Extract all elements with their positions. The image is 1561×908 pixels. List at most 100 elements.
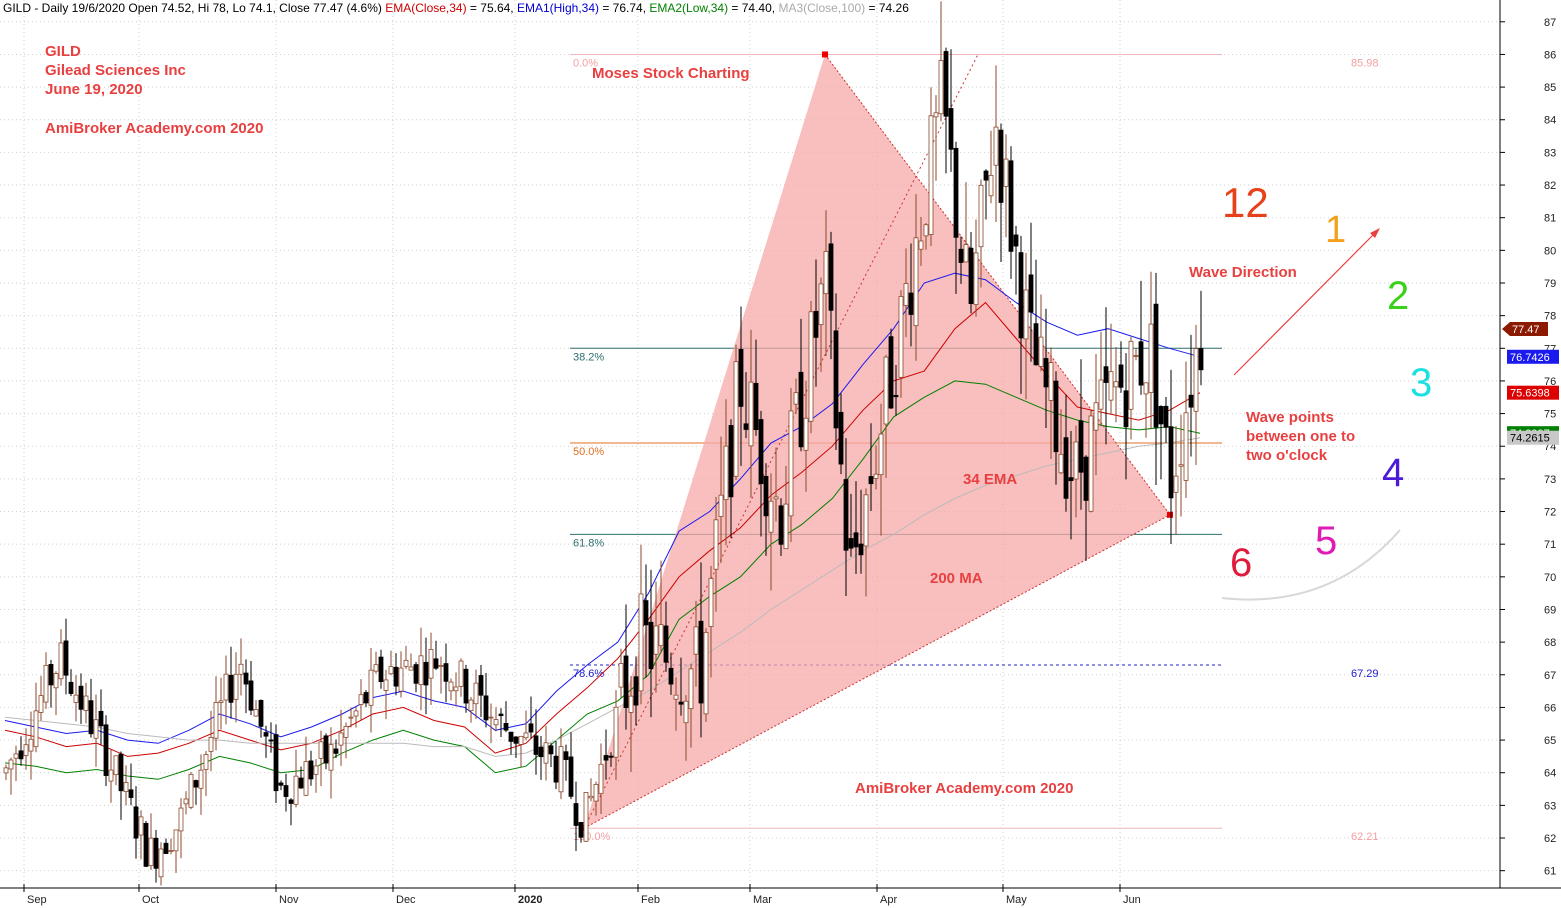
header-segment: GILD - Daily 19/6/2020 Open 74.52, Hi 78… xyxy=(3,1,385,15)
header-segment: = 74.26 xyxy=(865,1,909,15)
candle xyxy=(238,638,244,696)
candle xyxy=(838,393,844,475)
candle xyxy=(733,344,739,480)
candle xyxy=(778,498,784,556)
candle xyxy=(618,648,624,699)
candle xyxy=(773,447,779,522)
price-badge: 76.7426 xyxy=(1507,349,1559,364)
y-tick-label: 85 xyxy=(1544,82,1556,94)
candle xyxy=(628,676,634,773)
candle xyxy=(88,678,94,738)
fib-level-price: 67.29 xyxy=(1351,668,1379,680)
candle xyxy=(13,745,19,782)
candle xyxy=(668,652,674,695)
candle xyxy=(1188,334,1194,457)
candle xyxy=(488,703,494,744)
candle xyxy=(293,749,299,808)
candle xyxy=(1103,307,1109,445)
candle xyxy=(468,697,474,723)
candle xyxy=(808,300,814,434)
candle xyxy=(1043,308,1049,428)
candle xyxy=(358,679,364,720)
candle xyxy=(1083,455,1089,561)
candle xyxy=(123,765,129,806)
candle xyxy=(633,656,639,726)
candle xyxy=(528,696,534,739)
candle xyxy=(738,306,744,466)
header-segment: EMA2(Low,34) xyxy=(649,1,728,15)
pattern-pivot xyxy=(1167,511,1173,518)
candle xyxy=(1198,290,1204,386)
candle xyxy=(153,830,159,883)
candle xyxy=(253,700,259,717)
candle xyxy=(433,640,439,671)
candle xyxy=(363,689,369,708)
candle xyxy=(698,562,704,738)
candle xyxy=(588,778,594,802)
clock-numeral: 6 xyxy=(1230,541,1252,585)
candle xyxy=(1088,409,1094,513)
price-badge: 75.6398 xyxy=(1507,385,1559,400)
candle xyxy=(753,339,759,436)
pattern-edge xyxy=(583,514,1171,829)
candle xyxy=(993,65,999,223)
header-segment: = 76.74, xyxy=(599,1,649,15)
candle xyxy=(608,752,614,767)
candle xyxy=(388,650,394,676)
candle xyxy=(338,709,344,766)
fib-level-price: 62.21 xyxy=(1351,831,1379,843)
y-tick-label: 70 xyxy=(1544,572,1556,584)
candle xyxy=(1113,347,1119,423)
candle xyxy=(558,728,564,800)
candle xyxy=(333,739,339,759)
wave-points-line2: between one to xyxy=(1246,428,1355,445)
candle xyxy=(498,708,504,738)
candle xyxy=(203,751,209,797)
clock-numeral: 4 xyxy=(1382,451,1404,495)
candle xyxy=(303,736,309,797)
candle xyxy=(248,661,254,716)
candle xyxy=(458,658,464,697)
x-tick-label: 2020 xyxy=(518,894,542,906)
candle xyxy=(943,47,949,174)
candle xyxy=(173,829,179,874)
candle xyxy=(1068,431,1074,540)
candle xyxy=(1058,409,1064,475)
x-tick-label: Dec xyxy=(396,894,416,906)
y-tick-label: 63 xyxy=(1544,800,1556,812)
candle xyxy=(398,651,404,698)
candle xyxy=(823,210,829,357)
candle xyxy=(678,657,684,716)
candle xyxy=(978,179,984,288)
candle xyxy=(178,798,184,859)
candle xyxy=(143,820,149,867)
y-tick-label: 64 xyxy=(1544,768,1556,780)
candle xyxy=(803,380,809,492)
candle xyxy=(973,219,979,317)
candle xyxy=(1168,369,1174,545)
wave-points-line3: two o'clock xyxy=(1246,447,1328,464)
candle xyxy=(893,365,899,416)
candle xyxy=(768,473,774,591)
x-axis: Sep Oct Nov Dec 2020 Feb Mar Apr May Jun xyxy=(23,884,1141,906)
candle xyxy=(948,49,954,172)
candle xyxy=(953,141,959,294)
candle xyxy=(443,643,449,703)
y-tick-label: 84 xyxy=(1544,115,1556,127)
y-tick-label: 72 xyxy=(1544,507,1556,519)
candle xyxy=(853,481,859,575)
candle xyxy=(58,629,64,686)
candle xyxy=(813,259,819,387)
candle xyxy=(908,243,914,347)
indicator-line xyxy=(4,437,1201,757)
fib-level-pct: 50.0% xyxy=(573,446,604,458)
x-tick-label: Apr xyxy=(880,894,897,906)
candle xyxy=(428,632,434,706)
candle xyxy=(193,779,199,805)
candle xyxy=(378,649,384,689)
candlestick-series xyxy=(3,1,1204,886)
candle xyxy=(1053,371,1059,485)
candle xyxy=(223,655,229,725)
candle xyxy=(1023,253,1029,400)
candle xyxy=(1108,323,1114,415)
